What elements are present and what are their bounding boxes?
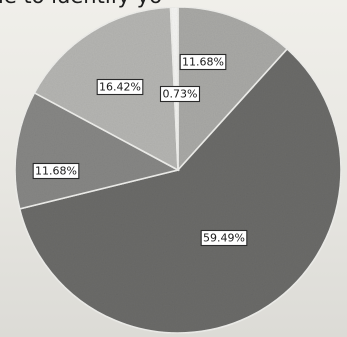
slice-label-box: [96, 78, 144, 96]
slice-label-text: 16.42%: [99, 81, 141, 94]
slice-label: 11.68%: [179, 53, 227, 71]
slice-label: 59.49%: [200, 229, 248, 247]
slice-label-text: 11.68%: [182, 56, 224, 69]
pie-slice: [14, 91, 181, 210]
pie-slice: [18, 47, 342, 334]
slice-label-text: 59.49%: [203, 232, 245, 245]
pie-slices: [14, 6, 342, 334]
slice-label-box: [179, 53, 227, 71]
slice-label-text: 0.73%: [163, 88, 198, 101]
slice-label-text: 11.68%: [35, 165, 77, 178]
slice-label: 11.68%: [32, 162, 80, 180]
pie-labels: 11.68% 59.49% 11.68% 16.42% 0.73%: [32, 53, 248, 247]
slice-label-box: [200, 229, 248, 247]
slice-label-box: [159, 85, 201, 103]
pie-slice: [177, 6, 289, 173]
slice-label: 0.73%: [159, 85, 201, 103]
slice-label: 16.42%: [96, 78, 144, 96]
question-text: le to identify yo: [0, 0, 162, 8]
slice-label-box: [32, 162, 80, 180]
